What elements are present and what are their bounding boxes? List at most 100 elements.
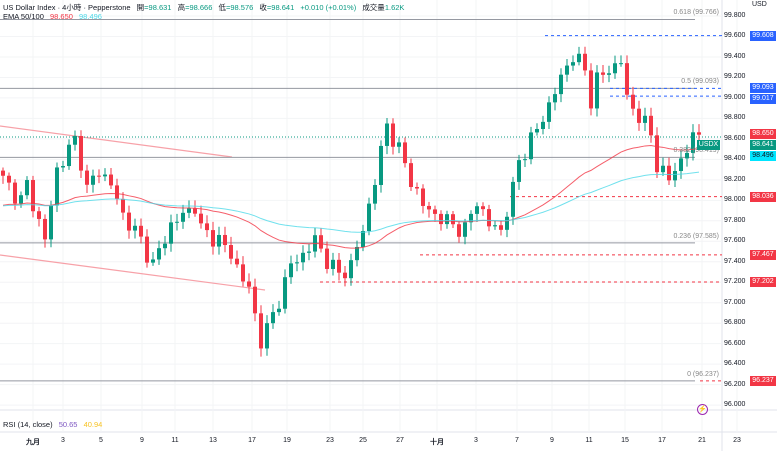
candle-body <box>397 142 401 147</box>
x-tick-label: 17 <box>658 437 666 444</box>
candle-body <box>535 129 539 133</box>
candle-body <box>685 152 689 159</box>
ema100-line <box>2 171 700 233</box>
candle-body <box>337 259 341 273</box>
currency-label[interactable]: USD <box>752 1 767 8</box>
candle-body <box>343 272 347 279</box>
candle-body <box>481 206 485 210</box>
candle-body <box>373 184 377 204</box>
ema100-value: 98.496 <box>79 12 102 21</box>
candle-body <box>391 123 395 147</box>
close-label: 收 <box>259 3 267 12</box>
lightning-event-icon[interactable]: ⚡ <box>697 404 708 415</box>
y-tick-label: 98.800 <box>724 114 746 122</box>
candle-body <box>571 62 575 66</box>
x-tick-label: 9 <box>140 437 144 444</box>
candle-body <box>331 259 335 269</box>
rsi-label: RSI (14, close) <box>3 420 53 429</box>
y-tick-label: 97.800 <box>724 216 746 224</box>
candle-body <box>523 159 527 161</box>
candle-body <box>61 166 65 168</box>
candle-body <box>469 213 473 223</box>
candle-body <box>265 323 269 349</box>
candle-body <box>631 94 635 109</box>
candle-body <box>199 213 203 224</box>
candle-body <box>451 214 455 225</box>
x-tick-label: 11 <box>171 437 179 444</box>
y-tick-label: 96.600 <box>724 339 746 347</box>
candle-body <box>403 142 407 164</box>
candle-body <box>529 132 533 160</box>
y-tick-label: 97.400 <box>724 257 746 265</box>
candle-body <box>463 222 467 237</box>
candle-body <box>577 53 581 63</box>
candle-body <box>493 225 497 227</box>
candle-body <box>163 243 167 249</box>
candle-body <box>229 245 233 259</box>
symbol-title: US Dollar Index · 4小時 · Pepperstone <box>3 3 131 12</box>
ema-label: EMA 50/100 <box>3 12 44 21</box>
rsi-legend[interactable]: RSI (14, close) 50.65 40.94 <box>3 420 106 429</box>
candle-body <box>427 205 431 210</box>
candle-body <box>565 65 569 75</box>
candle-body <box>661 165 665 173</box>
symbol-tag[interactable]: USDX <box>697 139 720 150</box>
y-tick-label: 98.200 <box>724 175 746 183</box>
rsi-value-2: 40.94 <box>83 420 103 429</box>
candle-body <box>271 312 275 324</box>
candle-body <box>613 63 617 74</box>
candle-body <box>457 224 461 237</box>
rsi-value-1: 50.65 <box>58 420 78 429</box>
candle-body <box>625 63 629 95</box>
candle-body <box>103 174 107 177</box>
ema-legend[interactable]: EMA 50/100 98.650 98.496 <box>3 12 106 21</box>
symbol-legend: US Dollar Index · 4小時 · Pepperstone 開=98… <box>3 2 408 13</box>
candle-body <box>439 213 443 225</box>
candle-body <box>649 115 653 136</box>
fib-level-label: 0.236 (97.585) <box>673 232 719 240</box>
y-tick-label: 99.200 <box>724 73 746 81</box>
candle-body <box>325 248 329 269</box>
candle-body <box>445 214 449 225</box>
open-value: =98.631 <box>144 3 172 12</box>
x-tick-label: 21 <box>698 437 706 444</box>
candle-body <box>253 286 257 314</box>
candle-body <box>217 234 221 247</box>
candle-body <box>121 198 125 213</box>
candle-body <box>79 135 83 171</box>
candle-body <box>553 94 557 103</box>
x-tick-label: 3 <box>61 437 65 444</box>
candle-body <box>595 72 599 109</box>
channel-lower-line <box>0 254 266 291</box>
candle-body <box>97 175 101 177</box>
x-tick-label: 23 <box>326 437 334 444</box>
candle-body <box>193 208 197 214</box>
candle-body <box>367 203 371 232</box>
x-tick-label: 25 <box>359 437 367 444</box>
candle-body <box>319 235 323 249</box>
candle-body <box>7 175 11 183</box>
y-tick-label: 97.200 <box>724 278 746 286</box>
candle-body <box>211 230 215 247</box>
candle-body <box>601 72 605 75</box>
candle-body <box>673 171 677 181</box>
fib-level-label: 0.5 (99.093) <box>681 78 719 86</box>
candle-body <box>151 259 155 263</box>
candle-body <box>19 195 23 204</box>
candle-body <box>139 225 143 237</box>
candle-body <box>421 188 425 206</box>
high-value: =98.666 <box>185 3 213 12</box>
candle-body <box>67 144 71 167</box>
candle-body <box>247 281 251 287</box>
x-tick-label: 27 <box>396 437 404 444</box>
price-badge: 98.641 <box>750 139 776 150</box>
candle-body <box>241 264 245 282</box>
x-tick-label: 15 <box>621 437 629 444</box>
candle-body <box>109 174 113 186</box>
candle-body <box>277 308 281 313</box>
candle-body <box>619 63 623 65</box>
x-tick-label: 9 <box>550 437 554 444</box>
price-badge: 98.036 <box>750 191 776 202</box>
